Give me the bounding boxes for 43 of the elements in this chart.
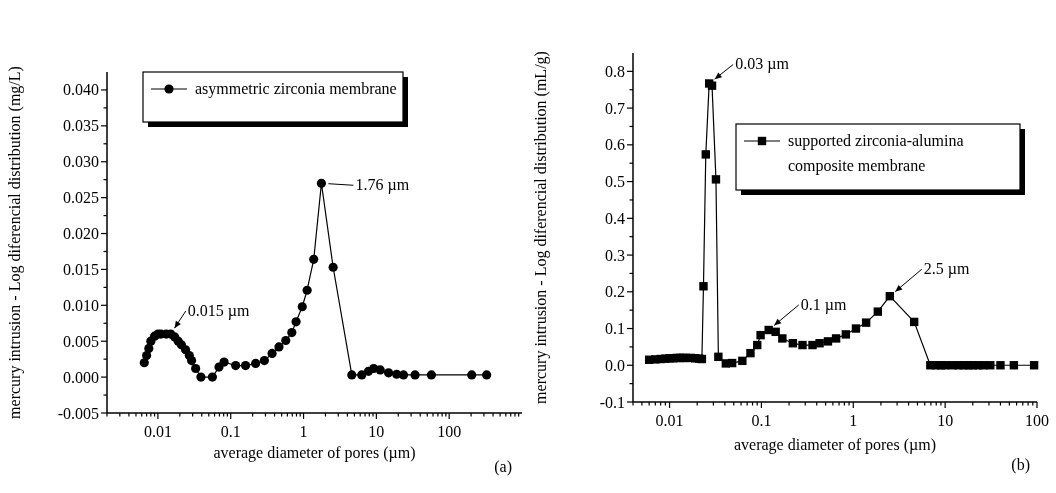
y-tick-label: -0.005 (57, 404, 99, 422)
x-tick-label: 0.01 (143, 423, 172, 440)
y-tick-label: 0.6 (605, 136, 625, 154)
y-tick-label: 0.1 (605, 320, 625, 338)
x-tick-label: 100 (1025, 412, 1049, 429)
y-tick-label: 0.2 (605, 283, 625, 301)
annotation: 0.03 µm (735, 55, 790, 74)
y-tick-label: 0.025 (63, 189, 99, 207)
annotation: 0.1 µm (800, 296, 847, 314)
y-tick-label: 0.035 (63, 117, 99, 135)
y-tick-label: -0.1 (599, 393, 625, 411)
legend-label: supported zirconia-alumina composite membrane (788, 132, 964, 175)
x-tick-label: 100 (437, 423, 462, 440)
y-tick-label: 0.005 (63, 332, 99, 350)
y-tick-label: 0.015 (63, 260, 99, 278)
x-tick-label: 10 (937, 412, 954, 429)
x-tick-label: 0.01 (655, 412, 684, 429)
annotation: 0.015 µm (187, 302, 250, 321)
y-tick-label: 0.5 (605, 173, 625, 191)
x-axis-title: average diameter of pores (µm) (733, 436, 937, 454)
text: (b) (1011, 456, 1030, 474)
y-tick-label: 0.000 (63, 368, 99, 386)
y-axis-title: mercury intrusion - Log diferencial distribution (mg/L) (6, 66, 24, 419)
y-tick-label: 0.4 (605, 209, 625, 227)
y-tick-label: 0.8 (605, 62, 625, 80)
y-tick-label: 0.010 (63, 296, 99, 314)
x-tick-label: 0.1 (220, 423, 241, 440)
y-tick-label: 0.040 (63, 81, 99, 99)
x-tick-label: 0.1 (751, 412, 772, 429)
annotation: 2.5 µm (923, 260, 971, 279)
x-tick-label: 1 (299, 423, 308, 440)
text: (a) (494, 458, 512, 476)
x-tick-label: 1 (849, 412, 858, 429)
y-tick-label: 0.030 (63, 153, 99, 171)
x-axis-title: average diameter of pores (µm) (213, 444, 416, 462)
y-tick-label: 0.0 (605, 356, 625, 374)
annotation: 1.76 µm (355, 176, 410, 195)
x-tick-label: 10 (368, 423, 385, 440)
y-tick-label: 0.020 (63, 225, 99, 243)
y-tick-label: 0.7 (605, 99, 625, 117)
legend-label: asymmetric zirconia membrane (195, 80, 397, 98)
y-tick-label: 0.3 (605, 246, 625, 264)
y-axis-title: mercury intrusion - Log diferencial distribution (mL/g) (532, 51, 550, 404)
